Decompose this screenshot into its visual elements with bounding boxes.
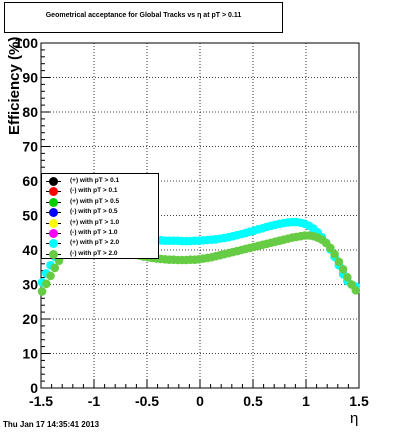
legend-entry: (+) with pT > 0.1 [42, 176, 158, 186]
legend-entry: (-) with pT > 0.5 [42, 207, 158, 218]
y-tick-label: 40 [22, 242, 38, 258]
data-point [37, 287, 47, 296]
data-point [326, 243, 335, 253]
x-tick-label: 1.5 [349, 393, 369, 409]
y-tick-label: 90 [22, 70, 38, 86]
y-tick-label: 50 [22, 208, 38, 224]
legend-label: (-) with pT > 0.5 [70, 208, 118, 216]
y-tick-label: 0 [30, 380, 38, 396]
y-tick-label: 30 [22, 277, 38, 293]
legend-label: (-) with pT > 1.0 [70, 229, 118, 236]
legend-entry: (-) with pT > 2.0 [42, 249, 158, 259]
data-point [334, 257, 344, 267]
x-tick-label: 0.5 [243, 393, 263, 409]
legend-entry: (-) with pT > 1.0 [42, 228, 158, 238]
y-axis-label: Efficiency (%) [6, 36, 23, 135]
y-tick-label: 60 [22, 173, 38, 189]
x-tick-label: 0 [196, 393, 204, 409]
y-tick-label: 10 [22, 346, 38, 362]
x-axis-label: η [350, 410, 359, 427]
chart-title-box: Geometrical acceptance for Global Tracks… [4, 2, 283, 33]
legend-marker-icon [49, 239, 58, 249]
legend-marker-icon [49, 197, 58, 207]
legend-marker-icon [49, 208, 58, 218]
legend-marker-icon [49, 177, 58, 186]
y-tick-label: 80 [22, 104, 38, 120]
legend-marker-icon [49, 218, 58, 228]
data-point [338, 265, 348, 274]
legend-entry: (+) with pT > 2.0 [42, 238, 158, 249]
y-tick-label: 100 [15, 35, 39, 51]
x-tick-label: 1 [302, 393, 310, 409]
data-point [46, 271, 55, 281]
legend-label: (-) with pT > 2.0 [70, 249, 118, 257]
legend-entry: (+) with pT > 1.0 [42, 218, 158, 228]
x-tick-label: -1.5 [29, 393, 53, 409]
y-tick-label: 20 [22, 311, 38, 327]
legend-label: (+) with pT > 1.0 [70, 218, 120, 226]
legend-marker-icon [49, 229, 58, 238]
legend-marker-icon [49, 187, 58, 197]
data-point [42, 279, 51, 289]
legend-marker-icon [49, 249, 58, 259]
legend-label: (+) with pT > 0.1 [70, 177, 120, 184]
y-tick-label: 70 [22, 139, 38, 155]
x-tick-label: -0.5 [135, 393, 159, 409]
data-point [50, 263, 60, 273]
legend-label: (+) with pT > 2.0 [70, 239, 120, 247]
grid-lines [41, 43, 359, 388]
legend-entry: (+) with pT > 0.5 [42, 197, 158, 207]
chart-title: Geometrical acceptance for Global Tracks… [45, 12, 242, 19]
legend: (+) with pT > 0.1 (-) with pT > 0.1 (+) wi… [41, 173, 159, 259]
data-point [351, 286, 361, 295]
legend-label: (-) with pT > 0.1 [70, 187, 118, 195]
legend-entry: (-) with pT > 0.1 [42, 186, 158, 197]
data-point [330, 249, 339, 259]
axis-ticks: -1.5 -1 -0.5 0 0.5 1 1.5 0 10 20 30 40 50 60 70 80 90 100 [15, 35, 369, 409]
data-point [343, 272, 352, 282]
x-tick-label: -1 [88, 393, 101, 409]
legend-label: (+) with pT > 0.5 [70, 197, 120, 205]
datestamp: Thu Jan 17 14:35:41 2013 [3, 420, 100, 429]
